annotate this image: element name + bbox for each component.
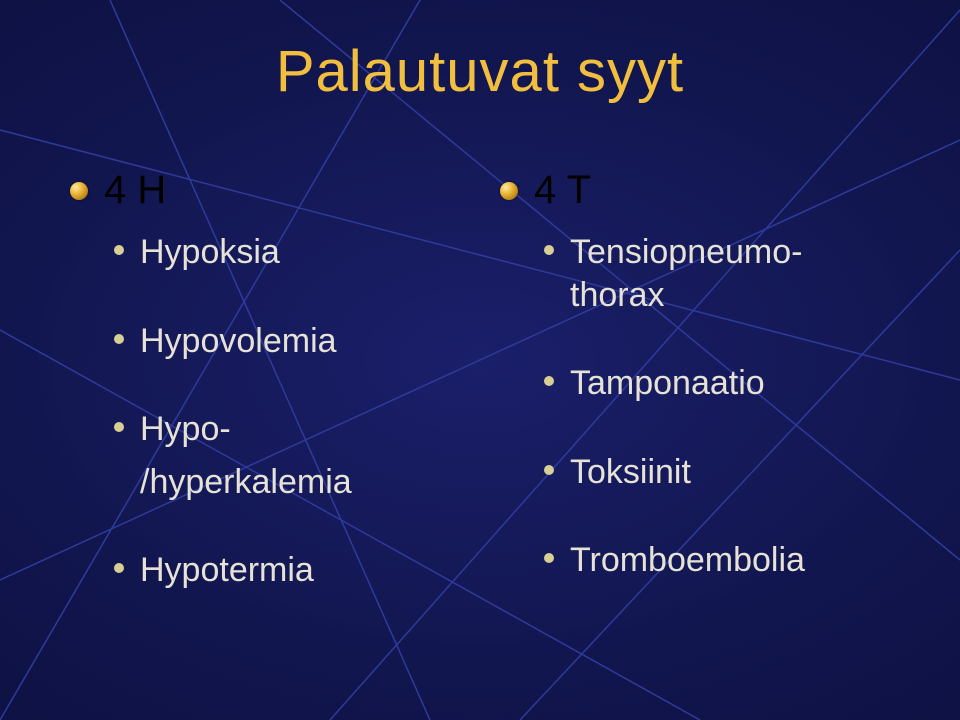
list-item: /hyperkalemia [114,461,460,504]
left-items: Hypoksia Hypovolemia Hypo- /hyperkalemia Hyp… [70,231,460,592]
slide: Palautuvat syyt 4 H HypoksiaHypovolemiaH… [0,0,960,720]
right-header-row: 4 T [500,168,890,213]
list-item-text: Hypo- [140,408,231,451]
list-item-text: Hypoksia [140,231,280,274]
slide-title: Palautuvat syyt [0,38,960,105]
list-item: Toksiinit [544,451,890,494]
list-item: Tensiopneumo-thorax [544,231,890,316]
bullet-dot-icon [544,553,554,563]
left-header-row: 4 H [70,168,460,213]
list-item-text: Tensiopneumo-thorax [570,231,890,316]
bullet-dot-icon [544,376,554,386]
list-item: Hypotermia [114,549,460,592]
bullet-dot-icon [114,563,124,573]
list-item-text: Toksiinit [570,451,691,494]
right-column: 4 T Tensiopneumo-thorax Tamponaatio Toksii… [500,168,890,638]
list-item-text: /hyperkalemia [140,461,352,504]
bullet-dot-icon [114,245,124,255]
left-header-text: 4 H [104,168,166,213]
right-items: Tensiopneumo-thorax Tamponaatio Toksiinit T… [500,231,890,582]
list-item-text: Tamponaatio [570,362,765,405]
left-column: 4 H Hypoksia Hypovolemia Hypo- /hyperkalemi… [70,168,460,638]
content-columns: 4 H Hypoksia Hypovolemia Hypo- /hyperkalemi… [70,168,890,638]
list-item-text: Tromboembolia [570,539,805,582]
bullet-orb-icon [500,182,518,200]
list-item: Tromboembolia [544,539,890,582]
list-item: Tamponaatio [544,362,890,405]
list-item: Hypo- [114,408,460,451]
bullet-dot-icon [544,245,554,255]
bullet-dot-icon [114,334,124,344]
list-item-text: Hypovolemia [140,320,337,363]
bullet-dot-icon [544,465,554,475]
list-item: Hypovolemia [114,320,460,363]
bullet-orb-icon [70,182,88,200]
list-item-text: Hypotermia [140,549,314,592]
right-header-text: 4 T [534,168,591,213]
list-item: Hypoksia [114,231,460,274]
bullet-dot-icon [114,422,124,432]
